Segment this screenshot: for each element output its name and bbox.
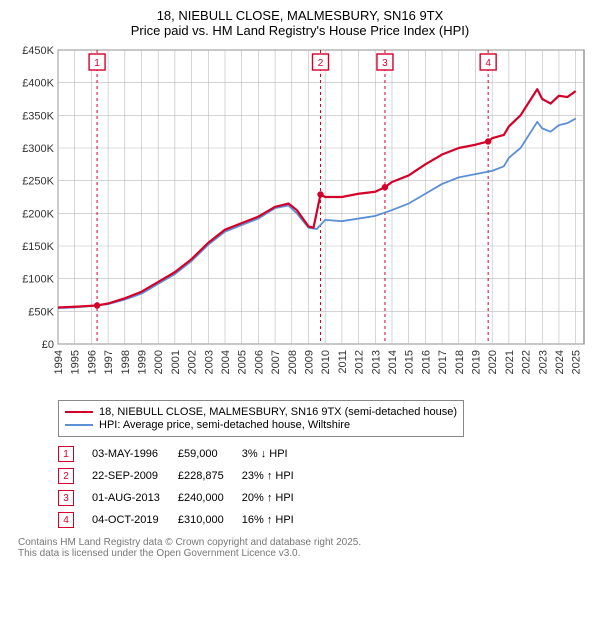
svg-text:3: 3	[382, 58, 388, 69]
svg-text:1: 1	[94, 58, 100, 69]
svg-text:2001: 2001	[170, 350, 182, 374]
event-marker-icon: 1	[58, 446, 74, 462]
svg-text:2000: 2000	[153, 350, 165, 374]
svg-text:2002: 2002	[187, 350, 199, 374]
legend: 18, NIEBULL CLOSE, MALMESBURY, SN16 9TX …	[58, 400, 464, 437]
svg-text:£0: £0	[42, 339, 54, 351]
svg-text:1994: 1994	[53, 350, 65, 374]
svg-text:£100K: £100K	[22, 274, 54, 286]
event-delta: 23% ↑ HPI	[242, 465, 312, 487]
svg-text:2012: 2012	[354, 350, 366, 374]
svg-text:2: 2	[318, 58, 324, 69]
svg-text:1998: 1998	[120, 350, 132, 374]
svg-text:2009: 2009	[303, 350, 315, 374]
svg-text:2004: 2004	[220, 350, 232, 374]
event-date: 22-SEP-2009	[92, 465, 178, 487]
event-delta: 3% ↓ HPI	[242, 443, 312, 465]
event-price: £240,000	[178, 487, 242, 509]
event-marker-icon: 3	[58, 490, 74, 506]
event-date: 03-MAY-1996	[92, 443, 178, 465]
svg-text:1999: 1999	[136, 350, 148, 374]
event-row: 4 04-OCT-2019£310,00016% ↑ HPI	[58, 509, 312, 531]
svg-text:2016: 2016	[420, 350, 432, 374]
svg-text:2025: 2025	[571, 350, 583, 374]
legend-item: 18, NIEBULL CLOSE, MALMESBURY, SN16 9TX …	[65, 406, 457, 418]
svg-text:2015: 2015	[404, 350, 416, 374]
event-row: 2 22-SEP-2009£228,87523% ↑ HPI	[58, 465, 312, 487]
svg-text:2007: 2007	[270, 350, 282, 374]
svg-text:1997: 1997	[103, 350, 115, 374]
event-date: 01-AUG-2013	[92, 487, 178, 509]
event-marker-icon: 4	[58, 512, 74, 528]
chart-title: 18, NIEBULL CLOSE, MALMESBURY, SN16 9TX	[8, 8, 592, 23]
svg-text:1996: 1996	[86, 350, 98, 374]
svg-text:£200K: £200K	[22, 208, 54, 220]
chart-subtitle: Price paid vs. HM Land Registry's House …	[8, 23, 592, 38]
event-price: £59,000	[178, 443, 242, 465]
attribution: Contains HM Land Registry data © Crown c…	[18, 537, 592, 559]
event-price: £310,000	[178, 509, 242, 531]
svg-text:2013: 2013	[370, 350, 382, 374]
svg-text:£450K: £450K	[22, 45, 54, 57]
svg-text:2021: 2021	[504, 350, 516, 374]
svg-text:2020: 2020	[487, 350, 499, 374]
legend-label: 18, NIEBULL CLOSE, MALMESBURY, SN16 9TX …	[99, 406, 457, 418]
svg-text:4: 4	[485, 58, 491, 69]
svg-text:2022: 2022	[521, 350, 533, 374]
svg-text:2024: 2024	[554, 350, 566, 374]
svg-text:2017: 2017	[437, 350, 449, 374]
legend-swatch	[65, 424, 93, 426]
svg-text:2005: 2005	[237, 350, 249, 374]
svg-text:1995: 1995	[70, 350, 82, 374]
event-delta: 16% ↑ HPI	[242, 509, 312, 531]
legend-item: HPI: Average price, semi-detached house,…	[65, 419, 457, 431]
svg-text:2019: 2019	[470, 350, 482, 374]
chart-area: £0 £50K £100K £150K £200K £250K £300K £350K £400…	[8, 44, 592, 394]
svg-text:£400K: £400K	[22, 78, 54, 90]
svg-text:2011: 2011	[337, 350, 349, 374]
event-row: 3 01-AUG-2013£240,00020% ↑ HPI	[58, 487, 312, 509]
svg-text:2006: 2006	[253, 350, 265, 374]
event-row: 1 03-MAY-1996£59,0003% ↓ HPI	[58, 443, 312, 465]
svg-text:2008: 2008	[287, 350, 299, 374]
legend-label: HPI: Average price, semi-detached house,…	[99, 419, 350, 431]
svg-text:£50K: £50K	[28, 306, 54, 318]
event-date: 04-OCT-2019	[92, 509, 178, 531]
event-price: £228,875	[178, 465, 242, 487]
event-marker-icon: 2	[58, 468, 74, 484]
event-delta: 20% ↑ HPI	[242, 487, 312, 509]
svg-text:£300K: £300K	[22, 143, 54, 155]
legend-swatch	[65, 411, 93, 413]
events-table: 1 03-MAY-1996£59,0003% ↓ HPI 2 22-SEP-2009£…	[58, 443, 582, 531]
svg-text:2010: 2010	[320, 350, 332, 374]
svg-text:£150K: £150K	[22, 241, 54, 253]
svg-text:£250K: £250K	[22, 176, 54, 188]
svg-text:2023: 2023	[537, 350, 549, 374]
svg-text:£350K: £350K	[22, 110, 54, 122]
svg-text:2003: 2003	[203, 350, 215, 374]
svg-text:2018: 2018	[454, 350, 466, 374]
svg-text:2014: 2014	[387, 350, 399, 374]
